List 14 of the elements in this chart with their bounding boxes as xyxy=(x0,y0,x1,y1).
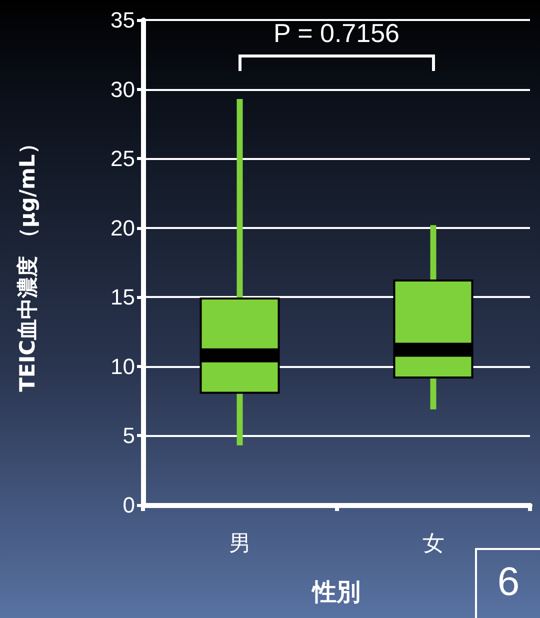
y-tick-label: 20 xyxy=(110,215,135,240)
y-tick-label: 35 xyxy=(110,8,135,32)
x-tick-label: 男 xyxy=(228,532,251,556)
x-axis-title: 性別 xyxy=(310,578,360,606)
y-tick-label: 25 xyxy=(110,146,135,172)
y-axis-title: TEIC血中濃度 （μg/mL） xyxy=(16,133,40,392)
text: 6 xyxy=(496,560,521,605)
y-tick-label: 5 xyxy=(122,423,135,448)
y-tick-label: 30 xyxy=(110,76,135,102)
x-tick-label: 女 xyxy=(422,532,444,556)
y-tick-label: 0 xyxy=(122,492,135,518)
annotation: P = 0.7156 xyxy=(272,18,401,49)
y-tick-label: 15 xyxy=(110,284,135,310)
y-tick-label: 10 xyxy=(110,354,135,379)
